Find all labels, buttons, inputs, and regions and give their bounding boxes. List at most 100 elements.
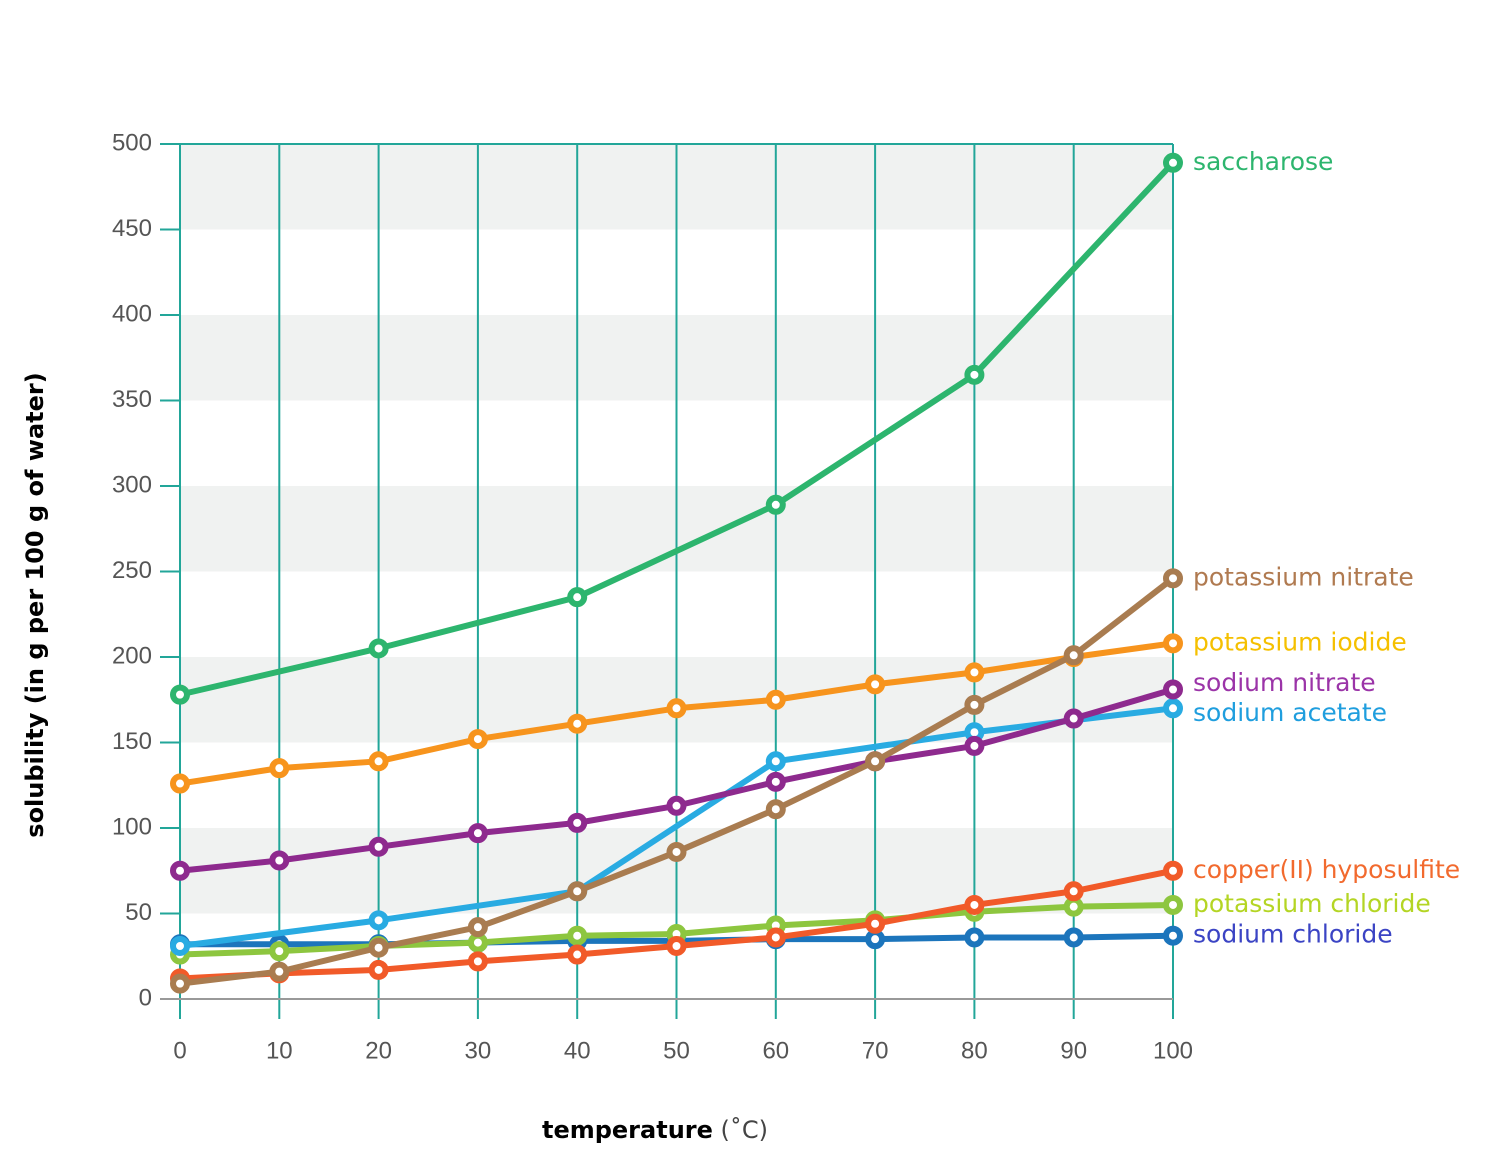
point: [865, 751, 886, 772]
point: [467, 932, 488, 953]
series-label: potassium nitrate: [1193, 562, 1414, 591]
series: [170, 152, 1183, 705]
point: [1163, 633, 1183, 654]
y-tick-label: 50: [125, 899, 152, 926]
point: [1063, 708, 1084, 729]
point: [666, 698, 687, 719]
point: [765, 494, 786, 515]
x-tick-label: 60: [762, 1037, 789, 1064]
x-axis-title-unit: (˚C): [721, 1116, 768, 1144]
x-tick-label: 80: [961, 1037, 988, 1064]
point: [1163, 568, 1183, 589]
point: [1063, 881, 1084, 902]
point: [368, 910, 389, 931]
series-line: [179, 705, 1174, 949]
y-tick-label: 250: [112, 557, 152, 584]
x-tick-label: 10: [266, 1037, 293, 1064]
point: [567, 881, 588, 902]
point: [170, 860, 190, 881]
point: [765, 689, 786, 710]
point: [765, 799, 786, 820]
point: [368, 937, 389, 958]
point: [567, 587, 588, 608]
point: [368, 836, 389, 857]
point: [269, 758, 290, 779]
point: [666, 935, 687, 956]
point: [269, 941, 290, 962]
point: [567, 713, 588, 734]
x-tick-label: 30: [465, 1037, 492, 1064]
point: [964, 735, 985, 756]
series-label: sodium acetate: [1193, 698, 1387, 727]
point: [1063, 645, 1084, 666]
point: [1163, 679, 1183, 700]
point: [964, 694, 985, 715]
point: [567, 925, 588, 946]
point: [567, 944, 588, 965]
series: [170, 860, 1183, 989]
point: [964, 364, 985, 385]
x-tick-label: 100: [1153, 1037, 1193, 1064]
x-tick-label: 20: [365, 1037, 392, 1064]
point: [865, 929, 886, 950]
point: [666, 795, 687, 816]
point: [865, 913, 886, 934]
point: [1163, 698, 1183, 719]
point: [964, 927, 985, 948]
point: [467, 823, 488, 844]
point: [567, 812, 588, 833]
point: [467, 917, 488, 938]
series-label: potassium iodide: [1193, 627, 1407, 656]
y-tick-label: 450: [112, 215, 152, 242]
x-tick-label: 70: [862, 1037, 889, 1064]
series: [170, 568, 1183, 994]
x-axis-title-main: temperature: [542, 1116, 713, 1144]
y-tick-label: 0: [139, 984, 152, 1011]
point: [269, 961, 290, 982]
series-line: [179, 160, 1176, 698]
point: [368, 959, 389, 980]
x-axis-title: temperature (˚C): [542, 1116, 768, 1144]
point: [170, 684, 190, 705]
y-tick-label: 200: [112, 642, 152, 669]
point: [666, 841, 687, 862]
point: [1163, 152, 1183, 173]
point: [765, 751, 786, 772]
point: [1163, 860, 1183, 881]
y-tick-label: 150: [112, 728, 152, 755]
x-tick-label: 90: [1060, 1037, 1087, 1064]
point: [467, 729, 488, 750]
point: [765, 927, 786, 948]
point: [170, 935, 190, 956]
point: [368, 638, 389, 659]
y-axis-title: solubility (in g per 100 g of water): [21, 372, 49, 837]
series-label: saccharose: [1193, 147, 1333, 176]
y-tick-label: 350: [112, 386, 152, 413]
point: [170, 973, 190, 994]
x-tick-label: 0: [173, 1037, 186, 1064]
point: [1063, 896, 1084, 917]
series-label: copper(II) hyposulfite: [1193, 855, 1460, 884]
y-tick-label: 300: [112, 471, 152, 498]
point: [1163, 894, 1183, 915]
x-tick-label: 40: [564, 1037, 591, 1064]
y-tick-label: 500: [112, 129, 152, 156]
y-tick-label: 400: [112, 300, 152, 327]
series-label: sodium nitrate: [1193, 668, 1376, 697]
point: [170, 773, 190, 794]
point: [964, 662, 985, 683]
x-tick-label: 50: [663, 1037, 690, 1064]
point: [269, 850, 290, 871]
point: [765, 771, 786, 792]
point: [1163, 925, 1183, 946]
series-label: sodium chloride: [1193, 920, 1393, 949]
point: [964, 894, 985, 915]
point: [467, 951, 488, 972]
point: [368, 751, 389, 772]
point: [1063, 927, 1084, 948]
series: [170, 679, 1183, 881]
y-tick-label: 100: [112, 813, 152, 840]
point: [865, 674, 886, 695]
series-label: potassium chloride: [1193, 889, 1431, 918]
